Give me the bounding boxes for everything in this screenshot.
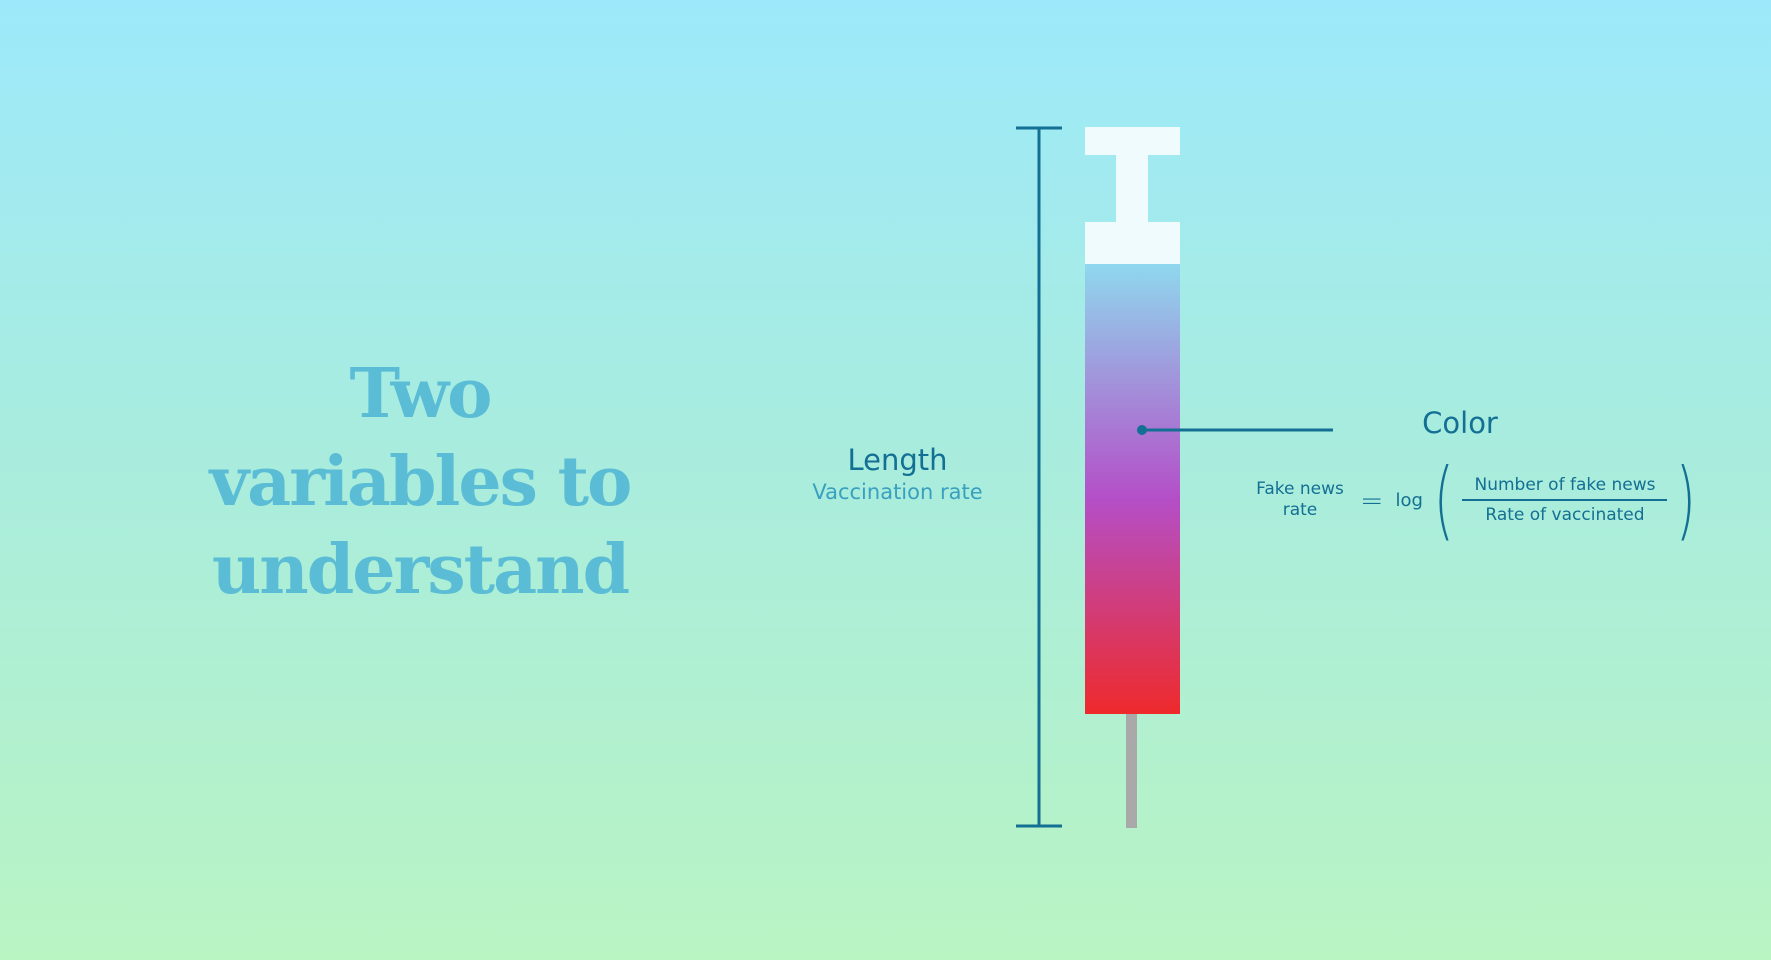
color-pointer [1137, 425, 1333, 435]
syringe-plunger [1085, 127, 1180, 264]
length-bracket [1016, 126, 1062, 828]
length-title: Length [847, 443, 948, 477]
headline-line-2: variables to [209, 442, 633, 522]
formula-right-paren: ) [1676, 450, 1697, 550]
formula-left-paren: ( [1433, 450, 1454, 550]
formula-lhs: Fake news rate [1250, 479, 1350, 521]
headline-line-3: understand [211, 530, 630, 610]
plunger-top [1085, 127, 1180, 155]
formula-numerator: Number of fake news [1474, 475, 1656, 495]
formula-lhs-line-2: rate [1282, 500, 1318, 520]
color-title: Color [1422, 406, 1498, 440]
formula-fraction: Number of fake news Rate of vaccinated [1462, 471, 1668, 529]
headline-line-1: Two [349, 354, 492, 434]
length-subtitle: Vaccination rate [812, 480, 983, 504]
formula-equals: = [1360, 483, 1384, 517]
syringe-needle [1126, 714, 1137, 828]
formula-fraction-bar [1462, 499, 1668, 501]
headline: Two variables to understand [200, 350, 640, 614]
syringe-barrel [1085, 264, 1180, 714]
plunger-base [1085, 222, 1180, 264]
formula-denominator: Rate of vaccinated [1485, 505, 1645, 525]
formula-lhs-line-1: Fake news [1256, 479, 1344, 499]
formula-log: log [1395, 489, 1423, 511]
length-label: Length Vaccination rate [770, 442, 1025, 506]
plunger-stem [1116, 155, 1148, 223]
fake-news-formula: Fake news rate = log ( Number of fake ne… [1250, 450, 1703, 550]
